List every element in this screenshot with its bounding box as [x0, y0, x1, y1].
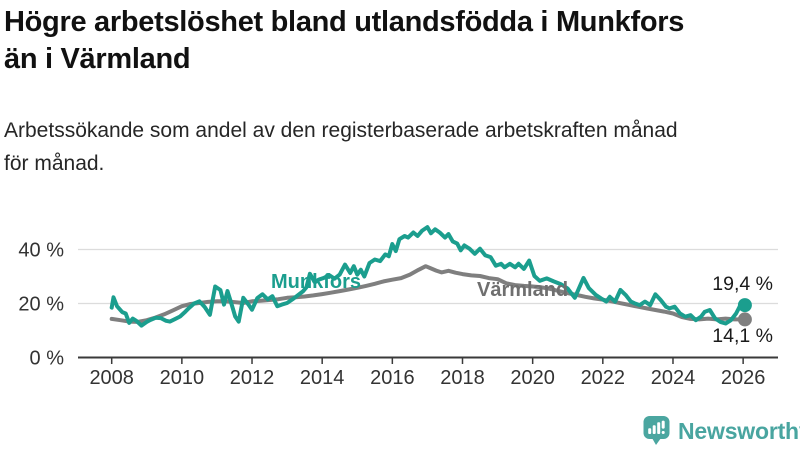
y-tick-label-40: 40 % — [18, 240, 64, 262]
unemployment-line-chart: 2008 2010 2012 2014 2016 2018 2020 2022 2024 2026… — [0, 205, 800, 450]
x-tick-label-2014: 2014 — [300, 367, 345, 389]
series-line-vrmland — [109, 264, 747, 324]
chart-subtitle-line1: Arbetssökande som andel av den registerb… — [4, 119, 678, 142]
newsworthy-logo: Newsworthy — [643, 414, 800, 448]
series-line-munkfors — [109, 225, 747, 328]
page-title: Högre arbetslöshet bland utlandsfödda i … — [4, 4, 796, 78]
x-tick-label-2010: 2010 — [160, 367, 205, 389]
x-tick-label-2018: 2018 — [440, 367, 485, 389]
newsworthy-icon — [643, 416, 670, 445]
x-tick-label-2024: 2024 — [651, 367, 696, 389]
line-chart-canvas: 2008 2010 2012 2014 2016 2018 2020 2022 2024 2026… — [18, 225, 778, 389]
page-title-line1: Högre arbetslöshet bland utlandsfödda i … — [4, 6, 685, 38]
series-label-munkfors: Munkfors — [271, 271, 361, 293]
x-tick-label-2012: 2012 — [230, 367, 275, 389]
x-tick-label-2020: 2020 — [510, 367, 555, 389]
end-dot-munkfors — [737, 298, 752, 313]
series-label-vrmland: Värmland — [477, 279, 568, 301]
chart-subtitle-line2: för månad. — [4, 152, 105, 175]
y-tick-label-20: 20 % — [18, 294, 64, 316]
x-tick-label-2026: 2026 — [721, 367, 766, 389]
x-tick-label-2008: 2008 — [89, 367, 134, 389]
page-title-line2: än i Värmland — [4, 43, 191, 75]
y-tick-label-0: 0 % — [30, 348, 65, 370]
x-tick-label-2022: 2022 — [581, 367, 626, 389]
end-value-label-munkfors: 19,4 % — [712, 273, 773, 295]
end-value-label-vrmland: 14,1 % — [712, 325, 773, 347]
chart-subtitle: Arbetssökande som andel av den registerb… — [4, 114, 796, 180]
brand-name: Newsworthy — [678, 417, 800, 444]
x-tick-label-2016: 2016 — [370, 367, 415, 389]
end-dot-vrmland — [737, 312, 752, 327]
